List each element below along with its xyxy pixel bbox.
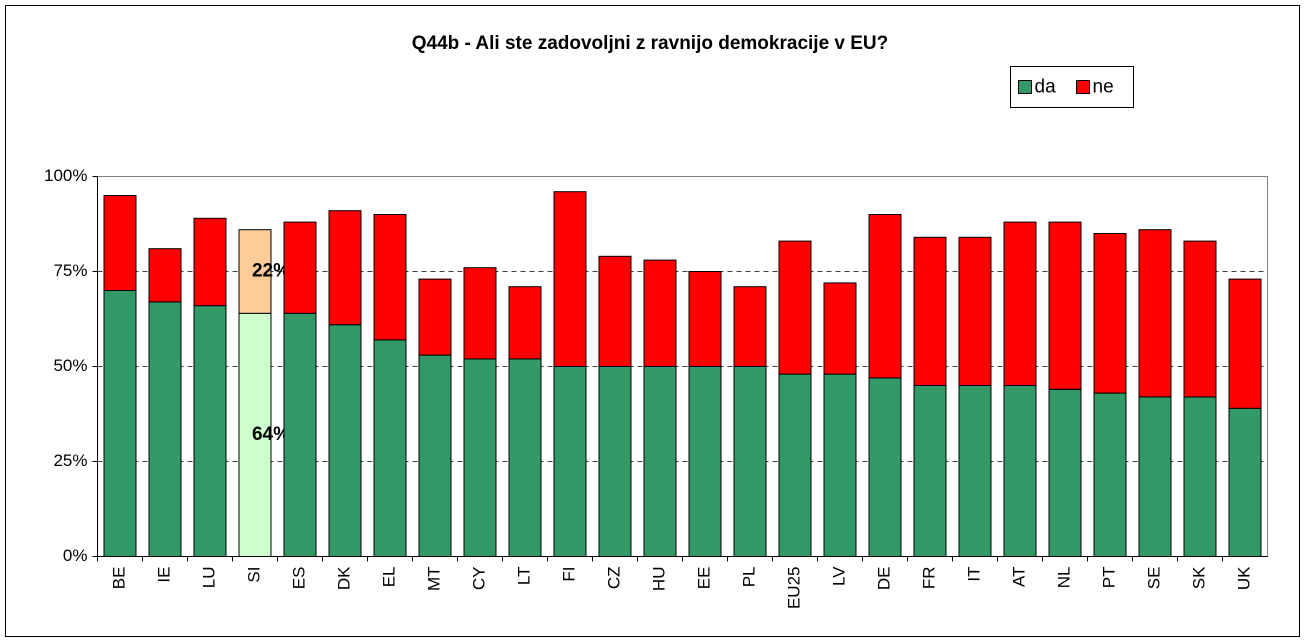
- y-tick-label: 50%: [53, 356, 87, 375]
- x-tick-label: LU: [199, 567, 218, 589]
- bar-segment: [688, 271, 722, 367]
- bar-segment: [778, 373, 812, 557]
- bar-segment: [193, 305, 227, 558]
- bar-segment: [643, 366, 677, 557]
- bar-segment: [1183, 240, 1217, 398]
- x-tick-label: DE: [874, 567, 893, 591]
- bar-segment: [643, 259, 677, 368]
- bar-segment: [238, 229, 272, 314]
- bar-segment: [193, 217, 227, 307]
- y-tick-label: 75%: [53, 261, 87, 280]
- bar-segment: [733, 286, 767, 368]
- x-tick-label: CZ: [604, 567, 623, 590]
- bar-segment: [103, 290, 137, 557]
- x-tick-label: FR: [919, 567, 938, 590]
- bar-segment: [598, 366, 632, 557]
- bar-segment: [1093, 392, 1127, 557]
- x-tick-label: IT: [964, 567, 983, 582]
- x-tick-label: EL: [379, 567, 398, 588]
- bar-segment: [823, 282, 857, 375]
- bar-segment: [958, 385, 992, 557]
- x-tick-label: EU25: [784, 567, 803, 610]
- x-tick-label: CY: [469, 567, 488, 591]
- bar-segment: [688, 366, 722, 557]
- bar-segment: [1003, 385, 1037, 557]
- bar-segment: [283, 312, 317, 557]
- x-tick-label: PT: [1099, 567, 1118, 589]
- bar-segment: [733, 366, 767, 557]
- x-tick-label: LT: [514, 567, 533, 586]
- bar-segment: [778, 240, 812, 375]
- x-tick-label: BE: [109, 567, 128, 590]
- x-tick-label: MT: [424, 567, 443, 592]
- bar-segment: [1183, 396, 1217, 557]
- x-tick-label: PL: [739, 567, 758, 588]
- bar-segment: [1003, 221, 1037, 386]
- x-tick-label: UK: [1234, 566, 1253, 590]
- x-tick-label: LV: [829, 566, 848, 586]
- bar-segment: [373, 339, 407, 557]
- bar-segment: [1093, 233, 1127, 394]
- x-tick-label: ES: [289, 567, 308, 590]
- bar-segment: [148, 301, 182, 557]
- bar-segment: [508, 286, 542, 360]
- y-tick-label: 25%: [53, 451, 87, 470]
- x-tick-label: SE: [1144, 567, 1163, 590]
- bar-segment: [418, 278, 452, 356]
- data-label: 64%: [252, 424, 290, 445]
- bar-segment: [1048, 221, 1082, 390]
- x-tick-label: DK: [334, 566, 353, 590]
- bar-segment: [868, 377, 902, 557]
- bar-segment: [553, 191, 587, 367]
- legend-swatch: [1018, 80, 1032, 94]
- bar-segment: [553, 366, 587, 557]
- bar-segment: [463, 358, 497, 557]
- x-tick-label: SK: [1189, 566, 1208, 589]
- legend-label: ne: [1093, 77, 1114, 98]
- bar-segment: [913, 236, 947, 386]
- bar-segment: [418, 354, 452, 557]
- bar-segment: [913, 385, 947, 557]
- bar-segment: [328, 210, 362, 326]
- bar-segment: [328, 324, 362, 558]
- x-tick-label: AT: [1009, 567, 1028, 587]
- chart-title: Q44b - Ali ste zadovoljni z ravnijo demo…: [412, 33, 889, 54]
- bar-segment: [1228, 407, 1262, 557]
- bar-segment: [598, 255, 632, 367]
- x-tick-label: EE: [694, 567, 713, 590]
- x-tick-label: HU: [649, 567, 668, 592]
- bar-segment: [1138, 229, 1172, 398]
- legend-swatch: [1076, 80, 1090, 94]
- bar-segment: [1138, 396, 1172, 557]
- x-tick-label: NL: [1054, 567, 1073, 589]
- bar-segment: [508, 358, 542, 557]
- bar-segment: [283, 221, 317, 314]
- bar-segment: [958, 236, 992, 386]
- bar-segment: [1048, 388, 1082, 557]
- x-tick-label: SI: [244, 567, 263, 583]
- bar-segment: [463, 267, 497, 360]
- legend-label: da: [1035, 77, 1057, 98]
- x-tick-label: FI: [559, 567, 578, 582]
- y-tick-label: 100%: [44, 166, 87, 185]
- data-label: 22%: [252, 261, 290, 282]
- bar-segment: [373, 214, 407, 341]
- bar-segment: [103, 195, 137, 291]
- x-tick-label: IE: [154, 567, 173, 583]
- bar-segment: [868, 214, 902, 379]
- bar-segment: [148, 248, 182, 303]
- bar-segment: [1228, 278, 1262, 409]
- bar-segment: [823, 373, 857, 557]
- y-tick-label: 0%: [63, 546, 88, 565]
